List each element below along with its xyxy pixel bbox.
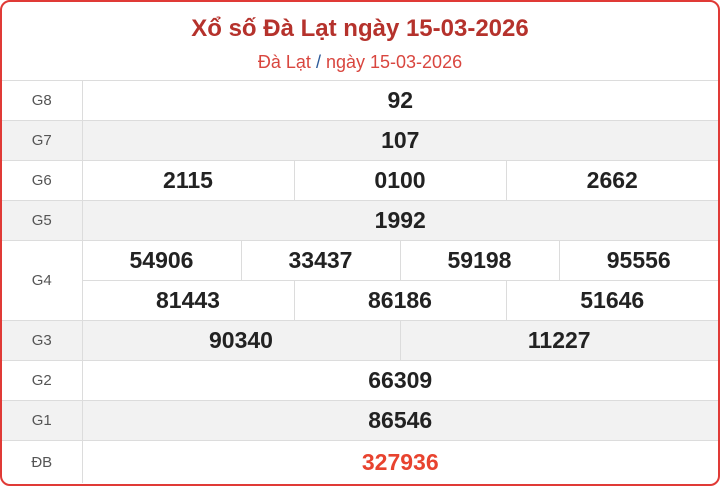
prize-row-g8: G8 92 — [2, 80, 718, 121]
prize-row-g2: G2 66309 — [2, 360, 718, 401]
prize-number: 59198 — [399, 240, 560, 281]
prize-number: 90340 — [81, 320, 401, 361]
prize-number: 107 — [81, 120, 718, 161]
prize-label: G6 — [2, 160, 83, 201]
prize-number: 54906 — [81, 240, 242, 281]
prize-number: 86546 — [81, 400, 718, 441]
prize-number: 81443 — [82, 280, 295, 321]
prize-number: 92 — [81, 80, 718, 121]
breadcrumb-separator: / — [315, 52, 321, 72]
prize-number: 86186 — [293, 280, 507, 321]
breadcrumb: Đà Lạt / ngày 15-03-2026 — [2, 51, 718, 73]
prize-number: 2115 — [81, 160, 295, 201]
prize-row-special: ĐB 327936 — [2, 440, 718, 483]
page-title: Xổ số Đà Lạt ngày 15-03-2026 — [191, 15, 529, 42]
prize-row-g5: G5 1992 — [2, 200, 718, 241]
prize-label: G3 — [2, 320, 83, 361]
breadcrumb-place-link[interactable]: Đà Lạt — [257, 52, 311, 72]
prize-number: 0100 — [293, 160, 507, 201]
breadcrumb-date: ngày 15-03-2026 — [325, 52, 463, 72]
special-prize-number: 327936 — [81, 440, 718, 483]
prize-row-g4-second: 81443 86186 51646 — [2, 280, 718, 321]
results-table: G8 92 G7 107 G6 2115 0100 2662 G5 1992 G… — [2, 80, 718, 483]
prize-number: 66309 — [81, 360, 718, 401]
prize-row-g6: G6 2115 0100 2662 — [2, 160, 718, 201]
prize-number: 95556 — [558, 240, 718, 281]
prize-number: 2662 — [505, 160, 718, 201]
prize-number: 1992 — [81, 200, 718, 241]
prize-label: ĐB — [2, 440, 83, 483]
prize-label: G7 — [2, 120, 83, 161]
prize-row-g3: G3 90340 11227 — [2, 320, 718, 361]
prize-label: G2 — [2, 360, 83, 401]
prize-row-g4: G4 54906 33437 59198 95556 — [2, 240, 718, 321]
prize-number: 51646 — [505, 280, 718, 321]
prize-label: G8 — [2, 80, 83, 121]
header: Xổ số Đà Lạt ngày 15-03-2026 Đà Lạt / ng… — [2, 2, 718, 80]
prize-label: G1 — [2, 400, 83, 441]
prize-label: G4 — [2, 240, 83, 321]
prize-row-g7: G7 107 — [2, 120, 718, 161]
prize-number: 33437 — [240, 240, 401, 281]
prize-row-g1: G1 86546 — [2, 400, 718, 441]
prize-label: G5 — [2, 200, 83, 241]
prize-number: 11227 — [399, 320, 718, 361]
